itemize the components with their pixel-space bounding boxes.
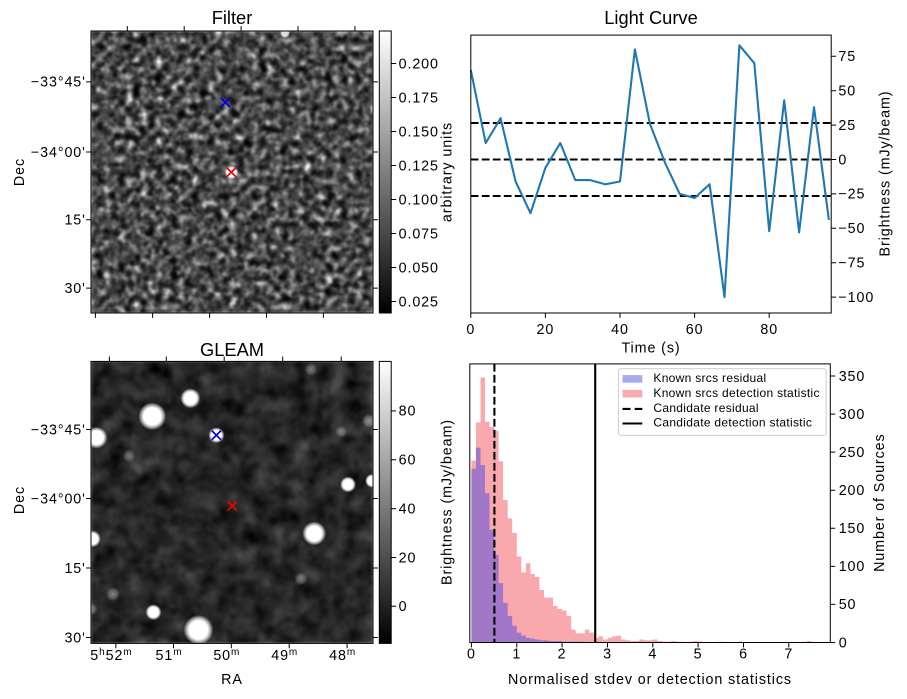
svg-text:15': 15' [64,561,85,577]
svg-text:−75: −75 [838,256,865,272]
svg-text:50: 50 [839,597,857,613]
svg-text:40: 40 [399,501,417,517]
svg-text:arbitrary units: arbitrary units [440,122,456,222]
svg-text:Dec: Dec [12,158,28,186]
svg-text:4: 4 [648,646,657,662]
svg-text:0: 0 [467,646,476,662]
svg-text:40: 40 [611,322,629,338]
svg-text:0: 0 [399,599,408,615]
svg-text:0.075: 0.075 [399,226,439,242]
svg-text:5h52m: 5h52m [90,647,132,664]
svg-text:300: 300 [839,407,866,423]
svg-text:Candidate residual: Candidate residual [653,401,758,415]
svg-text:75: 75 [838,49,856,65]
svg-text:−33°45': −33°45' [31,75,86,91]
svg-text:Number of Sources: Number of Sources [872,433,888,571]
svg-text:200: 200 [839,483,866,499]
svg-text:6: 6 [739,646,748,662]
svg-text:15': 15' [64,213,85,229]
svg-text:GLEAM: GLEAM [200,339,264,360]
svg-text:−34°00': −34°00' [31,145,86,161]
svg-text:Known srcs detection statistic: Known srcs detection statistic [653,386,819,400]
svg-text:Filter: Filter [212,7,253,28]
svg-text:0.025: 0.025 [399,294,439,310]
svg-text:30': 30' [64,630,85,646]
svg-text:20: 20 [399,550,417,566]
svg-text:30': 30' [64,281,85,297]
svg-text:3: 3 [603,646,612,662]
svg-text:0.150: 0.150 [399,124,439,140]
svg-text:0: 0 [838,152,847,168]
svg-text:2: 2 [558,646,567,662]
svg-text:100: 100 [839,559,866,575]
svg-text:Normalised stdev or detection: Normalised stdev or detection statistics [508,672,792,688]
svg-text:25: 25 [838,118,856,134]
svg-text:−50: −50 [838,221,865,237]
svg-text:150: 150 [839,521,866,537]
svg-text:Dec: Dec [12,486,28,514]
svg-text:0.125: 0.125 [399,158,439,174]
svg-text:−100: −100 [838,290,874,306]
svg-text:Known srcs residual: Known srcs residual [653,371,766,385]
svg-text:20: 20 [537,322,555,338]
svg-text:Brightness (mJy/beam): Brightness (mJy/beam) [440,419,456,585]
svg-text:250: 250 [839,445,866,461]
svg-text:0: 0 [839,635,848,651]
svg-text:−33°45': −33°45' [31,422,86,438]
svg-text:RA: RA [221,672,243,688]
svg-text:1: 1 [512,646,521,662]
svg-text:60: 60 [399,453,417,469]
svg-text:0.200: 0.200 [399,56,439,72]
svg-text:−34°00': −34°00' [31,491,86,507]
svg-text:5: 5 [694,646,703,662]
svg-text:60: 60 [686,322,704,338]
svg-text:0.050: 0.050 [399,260,439,276]
svg-text:Brightness (mJy/beam): Brightness (mJy/beam) [878,91,894,257]
svg-text:80: 80 [399,404,417,420]
svg-text:Light Curve: Light Curve [604,7,698,28]
svg-text:80: 80 [760,322,778,338]
svg-text:0.100: 0.100 [399,192,439,208]
svg-text:−25: −25 [838,187,865,203]
svg-text:0: 0 [466,322,475,338]
svg-text:Candidate detection statistic: Candidate detection statistic [653,416,812,430]
svg-text:Time (s): Time (s) [621,341,680,357]
svg-text:350: 350 [839,369,866,385]
svg-text:0.175: 0.175 [399,90,439,106]
svg-text:50: 50 [838,84,856,100]
svg-text:7: 7 [784,646,793,662]
